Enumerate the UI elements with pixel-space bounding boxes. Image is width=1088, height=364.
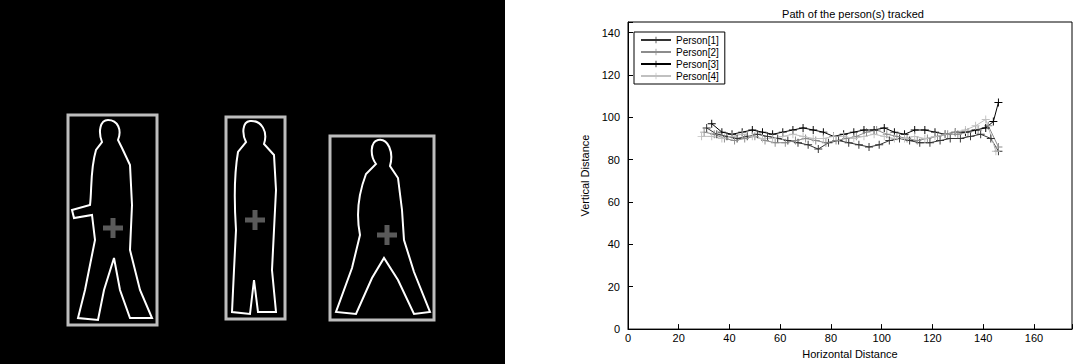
svg-text:20: 20 (608, 281, 620, 293)
svg-text:60: 60 (608, 196, 620, 208)
svg-text:Person[2]: Person[2] (676, 47, 719, 58)
svg-text:Person[3]: Person[3] (676, 59, 719, 70)
svg-text:40: 40 (723, 332, 735, 344)
svg-text:Vertical Distance: Vertical Distance (579, 135, 591, 217)
svg-text:140: 140 (974, 332, 992, 344)
svg-text:Path of the person(s) tracked: Path of the person(s) tracked (782, 8, 924, 20)
svg-text:Person[1]: Person[1] (676, 35, 719, 46)
svg-text:40: 40 (608, 238, 620, 250)
svg-text:160: 160 (1025, 332, 1043, 344)
svg-text:140: 140 (602, 27, 620, 39)
svg-text:Horizontal Distance: Horizontal Distance (802, 348, 897, 360)
svg-text:20: 20 (673, 332, 685, 344)
svg-text:Person[4]: Person[4] (676, 71, 719, 82)
svg-text:60: 60 (774, 332, 786, 344)
svg-text:80: 80 (825, 332, 837, 344)
svg-text:80: 80 (608, 154, 620, 166)
svg-text:120: 120 (602, 69, 620, 81)
svg-text:120: 120 (923, 332, 941, 344)
svg-text:0: 0 (614, 323, 620, 335)
svg-text:0: 0 (625, 332, 631, 344)
svg-text:100: 100 (602, 111, 620, 123)
svg-text:100: 100 (873, 332, 891, 344)
